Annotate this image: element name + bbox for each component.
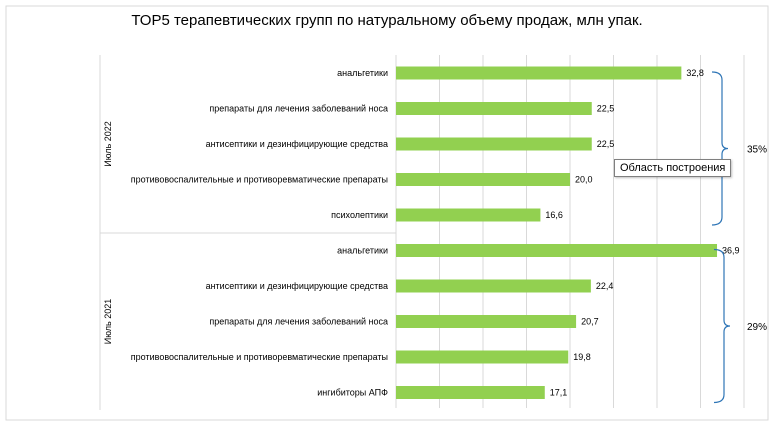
bar <box>396 208 541 222</box>
bar <box>396 279 591 293</box>
group-label: Июль 2022 <box>103 121 113 166</box>
data-label: 20,0 <box>575 175 593 185</box>
category-label: препараты для лечения заболеваний носа <box>209 104 388 114</box>
data-label: 17,1 <box>550 388 568 398</box>
chart-border <box>5 5 769 421</box>
category-label: анальгетики <box>337 68 388 78</box>
bar <box>396 386 545 399</box>
category-label: препараты для лечения заболеваний носа <box>209 317 388 327</box>
category-label: противовоспалительные и противоревматиче… <box>131 175 388 185</box>
group-label: Июль 2021 <box>103 299 113 344</box>
bar <box>396 102 592 115</box>
category-label: антисептики и дезинфицирующие средства <box>206 281 388 291</box>
group-bracket <box>713 248 731 404</box>
plot-area-tooltip: Область построения <box>614 159 732 177</box>
bar <box>396 66 682 80</box>
group-bracket <box>711 71 729 226</box>
data-label: 19,8 <box>573 352 591 362</box>
group-share-label: 35% <box>747 145 767 156</box>
bar <box>396 137 592 151</box>
category-label: психолептики <box>331 210 388 220</box>
category-label: ингибиторы АПФ <box>317 388 388 398</box>
bar <box>396 173 570 186</box>
data-label: 36,9 <box>722 246 740 256</box>
data-label: 16,6 <box>545 210 563 220</box>
category-label: антисептики и дезинфицирующие средства <box>206 139 388 149</box>
data-label: 22,4 <box>596 281 614 291</box>
data-label: 22,5 <box>597 139 615 149</box>
data-label: 22,5 <box>597 104 615 114</box>
group-share-label: 29% <box>747 322 767 333</box>
data-label: 20,7 <box>581 317 599 327</box>
chart-title: ТОР5 терапевтических групп по натурально… <box>131 12 642 29</box>
category-label: анальгетики <box>337 246 388 256</box>
category-label: противовоспалительные и противоревматиче… <box>131 352 388 362</box>
bar <box>396 350 569 364</box>
bar <box>396 244 718 257</box>
bar <box>396 315 577 328</box>
data-label: 32,8 <box>686 68 704 78</box>
